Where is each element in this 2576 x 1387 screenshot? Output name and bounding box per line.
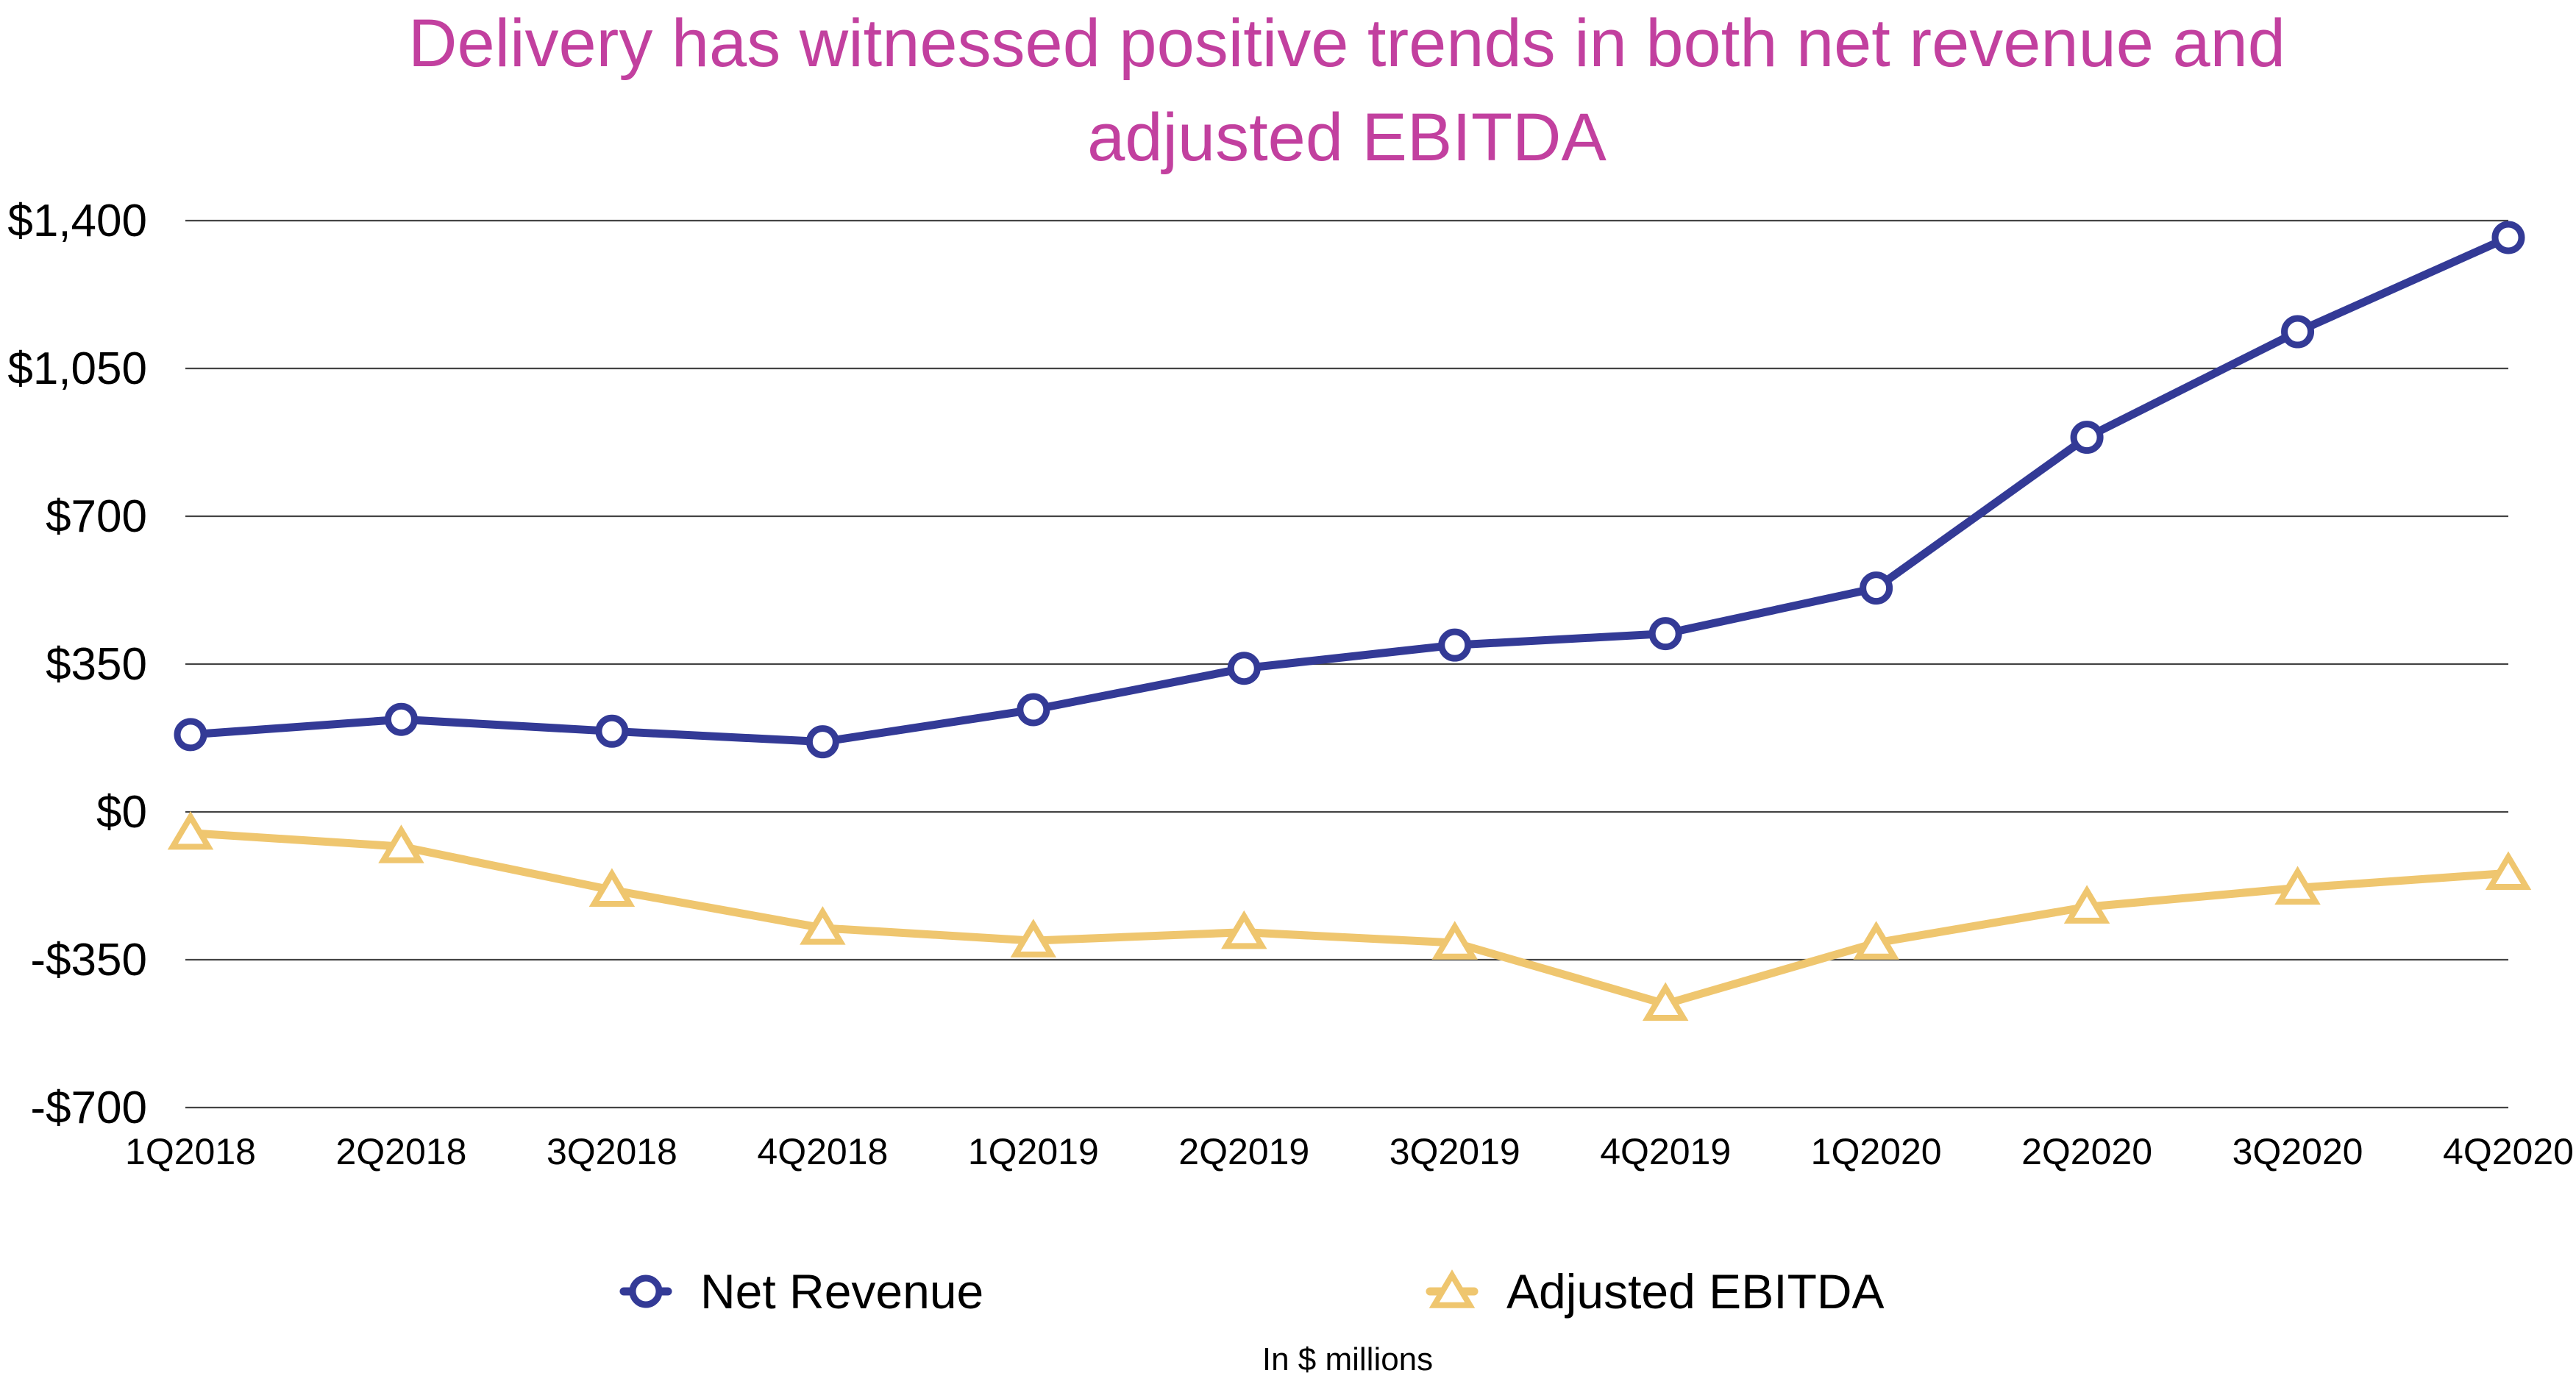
data-point-marker (1227, 652, 1261, 685)
x-tick-label: 3Q2019 (1390, 1131, 1520, 1172)
x-tick-label: 4Q2018 (757, 1131, 888, 1172)
x-tick-label: 2Q2019 (1178, 1131, 1309, 1172)
data-point-marker (1017, 693, 1050, 727)
y-tick-label: -$350 (30, 935, 147, 985)
data-point-marker (2274, 866, 2321, 905)
x-tick-label: 2Q2018 (335, 1131, 466, 1172)
x-tick-label: 2Q2020 (2021, 1131, 2152, 1172)
x-tick-label: 3Q2020 (2232, 1131, 2363, 1172)
y-tick-label: $700 (46, 491, 147, 542)
data-point-marker (595, 714, 629, 748)
series-line (186, 233, 2513, 746)
gridlines (185, 219, 2508, 1109)
chart-title: Delivery has witnessed positive trends i… (0, 0, 2576, 177)
x-tick-label: 1Q2020 (1811, 1131, 1942, 1172)
chart-title-line-1: Delivery has witnessed positive trends i… (408, 6, 2285, 81)
x-tick-label: 4Q2020 (2443, 1131, 2574, 1172)
y-tick-label: $350 (46, 639, 147, 690)
data-point-marker (1642, 982, 1689, 1021)
legend-label: Net Revenue (700, 1264, 983, 1319)
data-point-marker (1221, 910, 1267, 949)
data-point-marker (167, 810, 214, 850)
series-lines (167, 221, 2532, 1021)
data-point-marker (1860, 571, 1893, 605)
series-line (186, 829, 2513, 1008)
data-point-marker (1010, 919, 1057, 958)
legend-swatch-marker (629, 1274, 663, 1308)
legend-swatch-marker (1428, 1269, 1476, 1308)
data-point-marker (174, 718, 207, 752)
data-point-marker (2281, 315, 2315, 349)
x-tick-label: 1Q2019 (968, 1131, 1099, 1172)
legend-item: Adjusted EBITDA (1426, 1264, 1885, 1319)
legend-item: Net Revenue (619, 1264, 983, 1319)
data-point-marker (1438, 628, 1472, 662)
y-tick-label: $1,400 (7, 196, 147, 246)
data-point-marker (2070, 421, 2104, 454)
units-note: In $ millions (1262, 1341, 1433, 1377)
y-tick-label: -$700 (30, 1083, 147, 1133)
data-point-marker (2063, 885, 2110, 924)
data-point-marker (1648, 617, 1682, 651)
data-point-marker (805, 725, 839, 759)
x-tick-label: 3Q2018 (547, 1131, 677, 1172)
series-group (174, 221, 2525, 759)
y-tick-label: $0 (96, 787, 147, 838)
x-axis-labels: 1Q2018 2Q2018 3Q2018 4Q2018 1Q2019 2Q2019 3Q20… (125, 1131, 2574, 1172)
legend-label: Adjusted EBITDA (1506, 1264, 1885, 1319)
data-point-marker (378, 824, 424, 863)
y-tick-label: $1,050 (7, 343, 147, 394)
data-point-marker (1853, 921, 1899, 960)
legend: Net Revenue Adjusted EBITDA (619, 1264, 1885, 1319)
x-tick-label: 4Q2019 (1600, 1131, 1731, 1172)
data-point-marker (2491, 221, 2525, 254)
series-group (167, 810, 2532, 1021)
data-point-marker (2485, 851, 2532, 890)
data-point-marker (1431, 921, 1478, 960)
y-axis-labels: -$700 -$350 $0 $350 $700 $1,050 $1,400 (7, 196, 147, 1133)
data-point-marker (384, 702, 418, 736)
data-point-marker (588, 868, 636, 907)
data-point-marker (800, 906, 846, 945)
chart-title-line-2: adjusted EBITDA (1087, 100, 1607, 175)
x-tick-label: 1Q2018 (125, 1131, 256, 1172)
